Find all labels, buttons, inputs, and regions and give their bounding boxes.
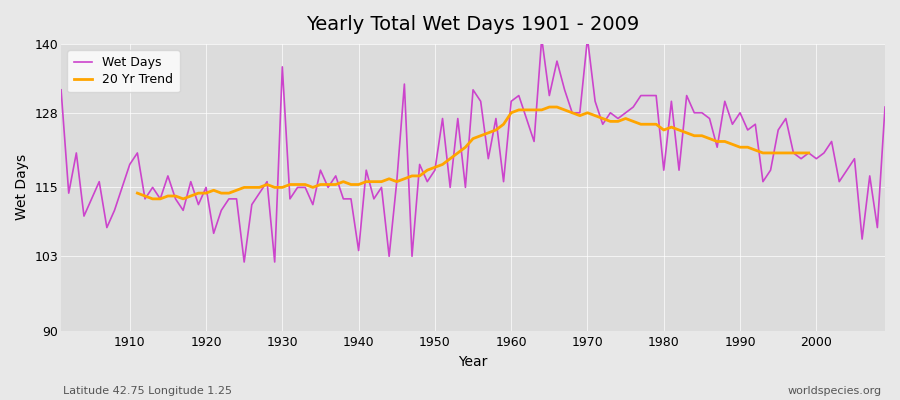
20 Yr Trend: [132, 191, 143, 196]
Wet Days: [613, 116, 624, 121]
20 Yr Trend: [208, 188, 219, 193]
Wet Days: [536, 36, 547, 40]
Wet Days: [292, 185, 303, 190]
Wet Days: [879, 105, 890, 110]
Y-axis label: Wet Days: Wet Days: [15, 154, 29, 220]
X-axis label: Year: Year: [458, 355, 488, 369]
20 Yr Trend: [399, 176, 410, 181]
20 Yr Trend: [742, 145, 753, 150]
Wet Days: [117, 185, 128, 190]
20 Yr Trend: [148, 196, 158, 201]
Wet Days: [56, 88, 67, 92]
20 Yr Trend: [544, 105, 554, 110]
20 Yr Trend: [804, 150, 814, 155]
20 Yr Trend: [277, 185, 288, 190]
20 Yr Trend: [483, 130, 494, 135]
Title: Yearly Total Wet Days 1901 - 2009: Yearly Total Wet Days 1901 - 2009: [306, 15, 640, 34]
Line: Wet Days: Wet Days: [61, 38, 885, 262]
Wet Days: [506, 99, 517, 104]
20 Yr Trend: [223, 191, 234, 196]
Wet Days: [238, 260, 249, 264]
Line: 20 Yr Trend: 20 Yr Trend: [138, 107, 809, 199]
Text: Latitude 42.75 Longitude 1.25: Latitude 42.75 Longitude 1.25: [63, 386, 232, 396]
Legend: Wet Days, 20 Yr Trend: Wet Days, 20 Yr Trend: [68, 50, 180, 92]
Wet Days: [338, 196, 349, 201]
Text: worldspecies.org: worldspecies.org: [788, 386, 882, 396]
Wet Days: [513, 93, 524, 98]
